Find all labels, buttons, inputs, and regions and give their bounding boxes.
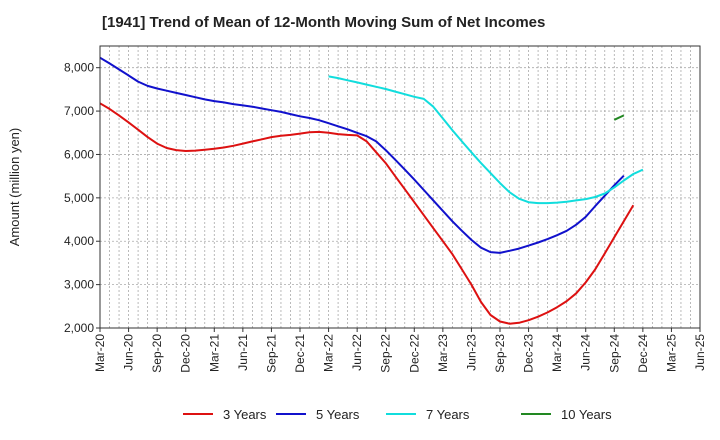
x-tick-label: Dec-22 [407, 334, 421, 373]
x-tick-label: Jun-24 [579, 334, 593, 371]
x-tick-label: Mar-20 [93, 334, 107, 372]
x-tick-label: Mar-22 [322, 334, 336, 372]
series-line-3-years [99, 102, 635, 325]
series-line-7-years [328, 75, 644, 205]
series-line-10-years [613, 114, 625, 121]
legend-label-7-years: 7 Years [426, 407, 470, 422]
legend-label-3-years: 3 Years [223, 407, 267, 422]
x-tick-label: Sep-22 [379, 334, 393, 373]
x-tick-label: Sep-21 [264, 334, 278, 373]
chart-title: [1941] Trend of Mean of 12-Month Moving … [102, 14, 546, 31]
x-tick-label: Dec-23 [522, 334, 536, 373]
x-tick-label: Mar-24 [550, 334, 564, 372]
x-tick-label: Sep-24 [607, 334, 621, 373]
x-tick-label: Dec-20 [179, 334, 193, 373]
x-tick-label: Jun-22 [350, 334, 364, 371]
y-tick-label: 7,000 [64, 104, 94, 118]
y-tick-label: 3,000 [64, 278, 94, 292]
x-tick-label: Mar-21 [207, 334, 221, 372]
x-tick-label: Dec-24 [636, 334, 650, 373]
grid-layer [100, 46, 700, 329]
plot-frame [99, 45, 701, 329]
x-tick-label: Jun-23 [464, 334, 478, 371]
y-tick-label: 6,000 [64, 147, 94, 161]
series-layer [99, 56, 644, 325]
x-tick-label: Dec-21 [293, 334, 307, 373]
x-tick-label: Sep-20 [150, 334, 164, 373]
axis-layer: 2,000 3,000 4,000 5,000 6,000 7,000 8,000 Mar-2… [7, 45, 707, 373]
x-tick-label: Jun-25 [693, 334, 707, 371]
y-tick-label: 5,000 [64, 191, 94, 205]
x-tick-label: Jun-20 [122, 334, 136, 371]
legend-label-5-years: 5 Years [316, 407, 360, 422]
y-tick-label: 2,000 [64, 321, 94, 335]
series-line-5-years [99, 56, 625, 254]
y-axis-label: Amount (million yen) [7, 128, 22, 247]
x-tick-label: Sep-23 [493, 334, 507, 373]
y-tick-label: 4,000 [64, 234, 94, 248]
x-tick-label: Mar-25 [664, 334, 678, 372]
x-tick-label: Mar-23 [436, 334, 450, 372]
y-tick-label: 8,000 [64, 61, 94, 75]
x-tick-label: Jun-21 [236, 334, 250, 371]
legend-layer: 3 Years 5 Years 7 Years 10 Years [183, 407, 612, 422]
legend-label-10-years: 10 Years [561, 407, 612, 422]
